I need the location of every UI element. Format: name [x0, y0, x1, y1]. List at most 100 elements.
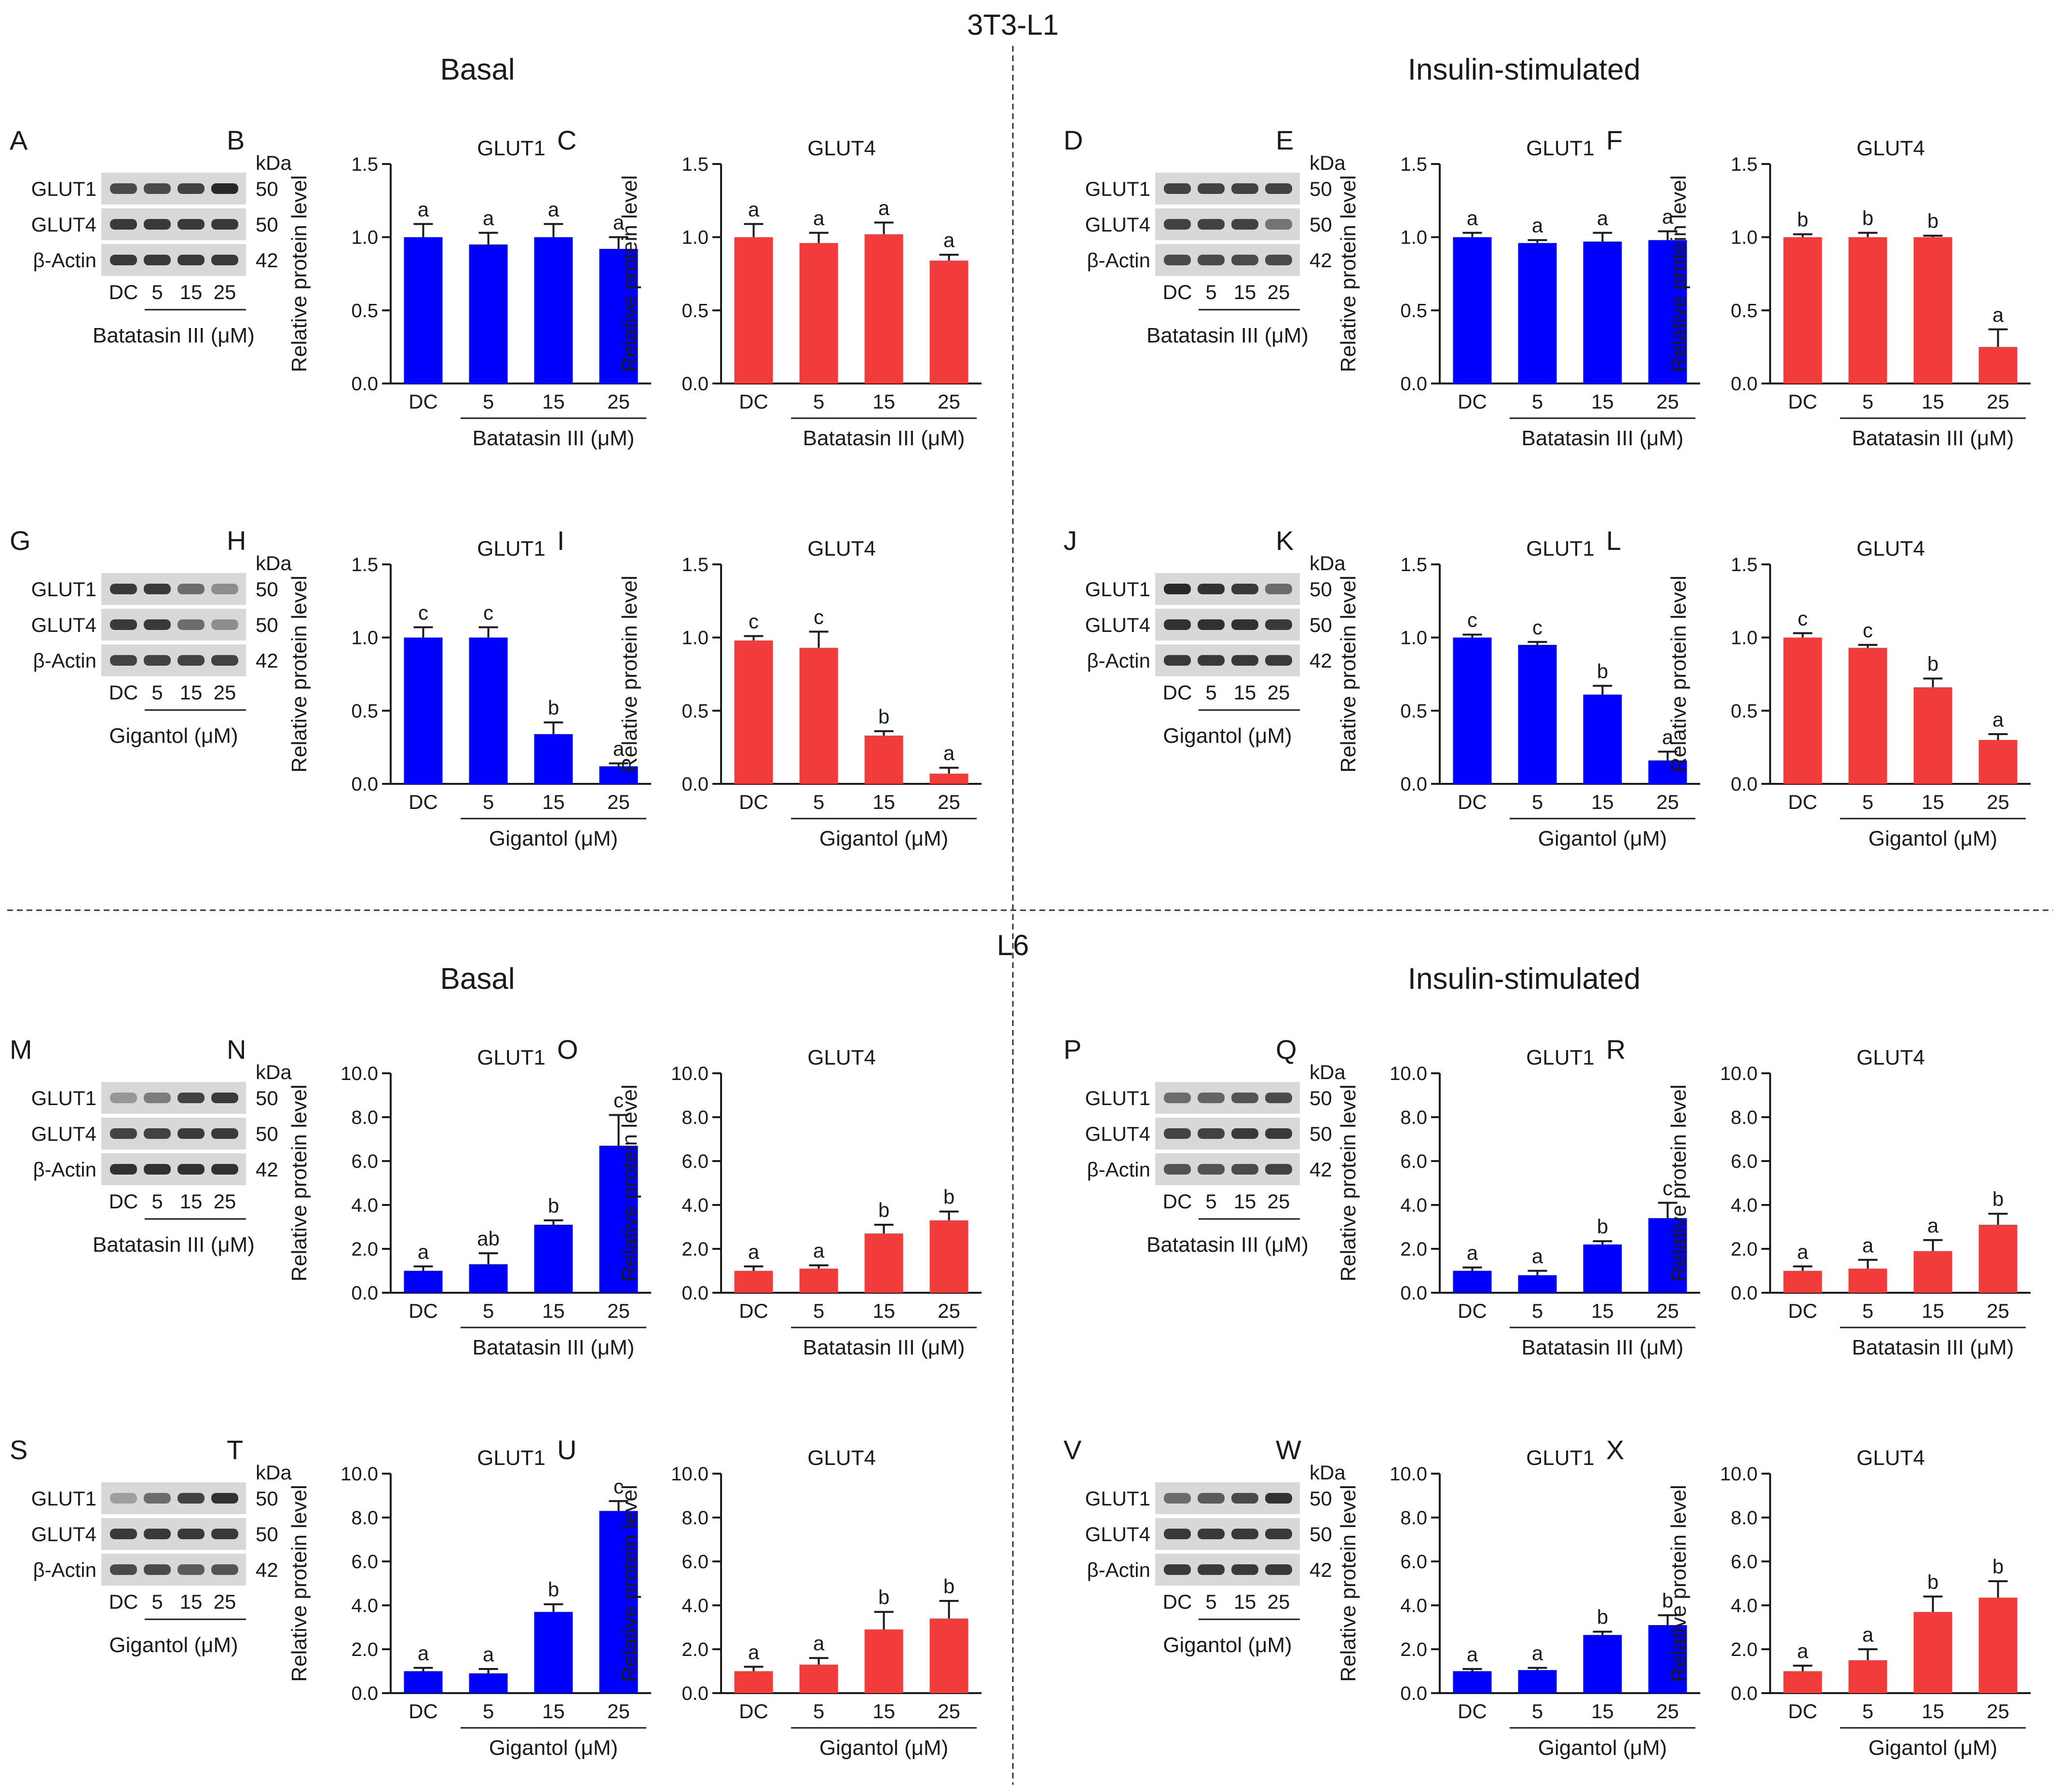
- blot-band: [177, 1164, 205, 1175]
- panel-letter: D: [1064, 125, 1083, 155]
- blot-band: [1164, 219, 1191, 230]
- x-tick-label: 5: [1532, 1300, 1543, 1322]
- blot-band: [1198, 1093, 1225, 1103]
- blot-band: [1265, 183, 1292, 194]
- blot-band: [144, 1493, 171, 1504]
- significance-letter: b: [1597, 1215, 1608, 1238]
- blot-lane-label: 25: [214, 681, 236, 704]
- blot-band: [1198, 183, 1225, 194]
- significance-letter: a: [943, 229, 955, 251]
- significance-letter: b: [1597, 1606, 1608, 1628]
- y-tick-label: 10.0: [671, 1464, 709, 1485]
- y-axis-label: Relative protein level: [287, 1485, 311, 1682]
- panel-letter: B: [227, 125, 245, 155]
- bar: [404, 637, 443, 784]
- y-tick-label: 6.0: [1731, 1151, 1758, 1172]
- panel-letter: Q: [1276, 1034, 1297, 1065]
- y-tick-label: 2.0: [682, 1239, 709, 1260]
- blot-band: [1265, 655, 1292, 666]
- y-tick-label: 8.0: [1400, 1107, 1427, 1128]
- bar: [929, 260, 969, 383]
- blot-band: [177, 1128, 205, 1139]
- y-axis-label: Relative protein level: [618, 1485, 641, 1682]
- y-tick-label: 4.0: [1400, 1595, 1427, 1616]
- blot-lane-label: 5: [151, 681, 163, 704]
- y-tick-label: 0.0: [1731, 774, 1758, 795]
- y-axis-label: Relative protein level: [1667, 1485, 1691, 1682]
- blot-kda-label: 50: [256, 1523, 278, 1546]
- x-tick-label: 5: [813, 1700, 824, 1723]
- blot-protein-label: GLUT1: [31, 1087, 96, 1109]
- significance-letter: a: [1992, 303, 2004, 326]
- bar: [599, 766, 638, 784]
- y-tick-label: 10.0: [1390, 1063, 1427, 1084]
- y-tick-label: 4.0: [682, 1195, 709, 1216]
- significance-letter: b: [1662, 1589, 1673, 1612]
- blot-band: [144, 183, 171, 194]
- blot-kda-label: 50: [256, 1087, 278, 1109]
- x-tick-label: 15: [1591, 791, 1614, 813]
- y-tick-label: 0.0: [1731, 373, 1758, 395]
- panel-letter: X: [1606, 1435, 1624, 1465]
- bar: [1518, 1275, 1557, 1293]
- y-tick-label: 6.0: [351, 1151, 378, 1172]
- x-tick-label: DC: [409, 390, 438, 413]
- blot-lane-label: 5: [1205, 681, 1216, 704]
- chart-title: GLUT1: [1526, 1046, 1595, 1069]
- blot-band: [1198, 1128, 1225, 1139]
- bar: [1913, 687, 1952, 784]
- y-tick-label: 0.5: [1400, 700, 1427, 722]
- y-tick-label: 1.0: [351, 628, 378, 649]
- significance-letter: c: [1863, 619, 1873, 642]
- blot-band: [177, 584, 205, 594]
- significance-letter: a: [613, 211, 625, 234]
- blot-protein-label: GLUT4: [1085, 1523, 1150, 1546]
- y-tick-label: 6.0: [351, 1551, 378, 1573]
- kda-unit-label: kDa: [1310, 1061, 1346, 1083]
- bar: [1783, 1671, 1822, 1693]
- significance-letter: b: [1927, 210, 1938, 233]
- x-tick-label: 5: [483, 1700, 494, 1723]
- x-tick-label: 15: [873, 791, 895, 813]
- x-tick-label: 5: [813, 390, 824, 413]
- bar: [929, 773, 969, 784]
- y-axis-label: Relative protein level: [287, 575, 311, 772]
- blot-band: [144, 1164, 171, 1175]
- x-tick-label: 5: [1862, 390, 1873, 413]
- blot-lane-label: 5: [1205, 1190, 1216, 1213]
- x-tick-label: DC: [409, 791, 438, 813]
- x-tick-label: 15: [1591, 1300, 1614, 1322]
- x-tick-label: 15: [542, 791, 565, 813]
- bar: [599, 1146, 638, 1293]
- blot-band: [1265, 1529, 1292, 1539]
- significance-letter: b: [1862, 207, 1873, 230]
- bar: [734, 1671, 773, 1693]
- x-axis-label: Gigantol (μM): [489, 1736, 618, 1760]
- blot-band: [110, 183, 137, 194]
- y-tick-label: 6.0: [1400, 1551, 1427, 1573]
- blot-band: [110, 219, 137, 230]
- blot-band: [177, 1493, 205, 1504]
- significance-letter: b: [548, 1194, 559, 1217]
- x-tick-label: DC: [1788, 791, 1817, 813]
- kda-unit-label: kDa: [1310, 1461, 1346, 1484]
- blot-band: [110, 619, 137, 630]
- x-tick-label: 15: [873, 390, 895, 413]
- blot-kda-label: 50: [1310, 614, 1332, 636]
- blot-protein-label: GLUT1: [31, 178, 96, 200]
- section-title-basal-bottom: Basal: [440, 962, 515, 996]
- blot-band: [211, 219, 238, 230]
- blot-band: [211, 255, 238, 265]
- significance-letter: a: [548, 198, 559, 220]
- blot-band: [177, 1529, 205, 1539]
- bar: [1518, 644, 1557, 784]
- blot-band: [1198, 584, 1225, 594]
- chart-title: GLUT1: [477, 1046, 546, 1069]
- blot-band: [1164, 655, 1191, 666]
- significance-letter: b: [1797, 208, 1808, 231]
- y-tick-label: 0.0: [682, 373, 709, 395]
- x-tick-label: 25: [938, 1700, 960, 1723]
- panel-letter: V: [1064, 1435, 1082, 1465]
- blot-lane-label: 15: [180, 1190, 203, 1213]
- y-tick-label: 8.0: [1731, 1507, 1758, 1529]
